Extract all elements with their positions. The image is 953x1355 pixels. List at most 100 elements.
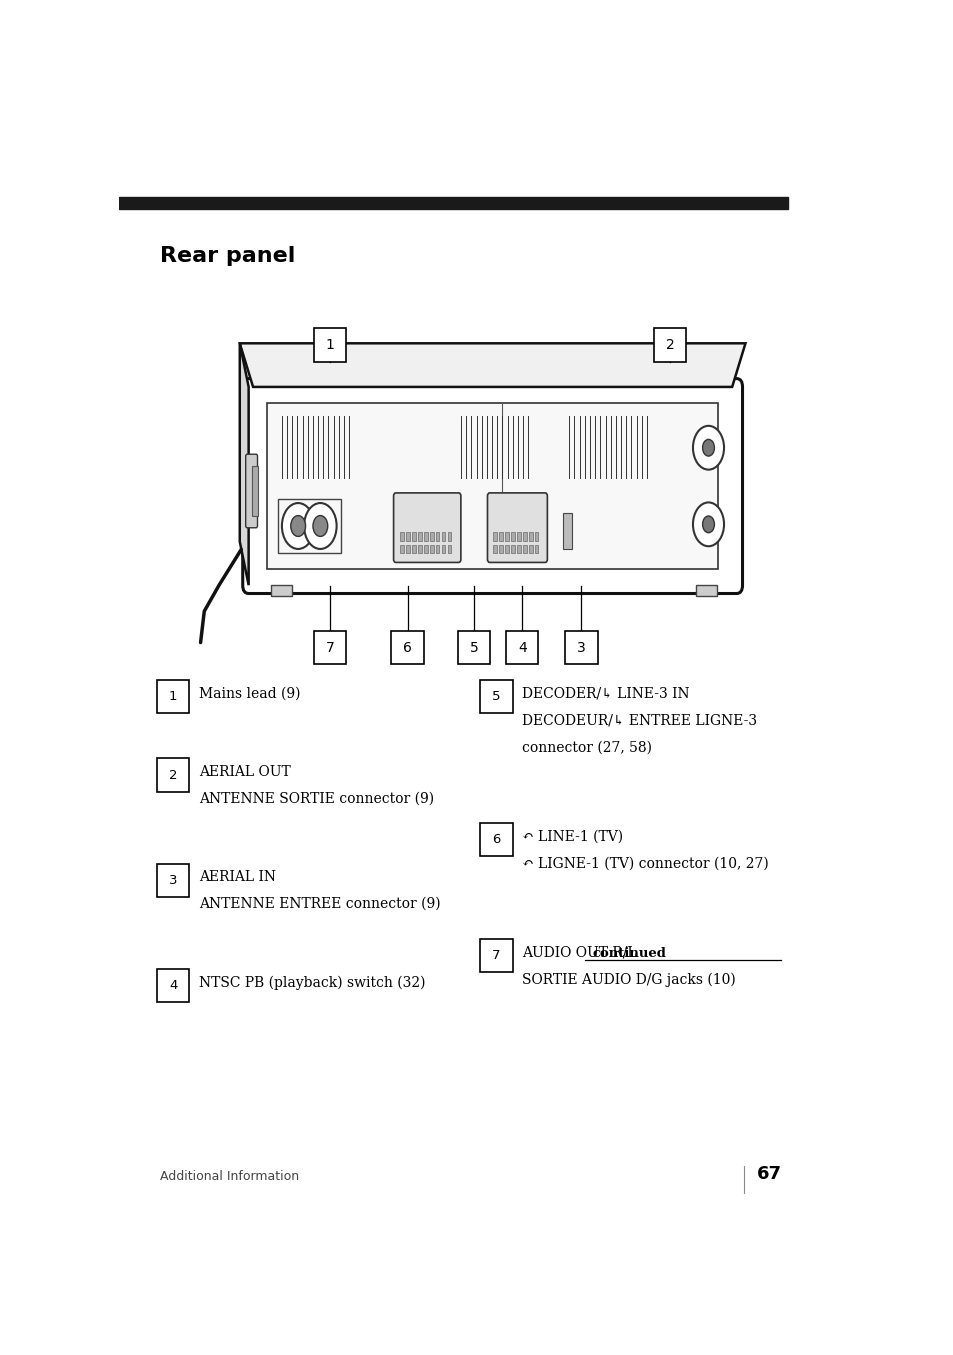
Bar	[278, 500, 341, 553]
Text: 6: 6	[492, 833, 500, 847]
Text: ↶ LIGNE-1 (TV) connector (10, 27): ↶ LIGNE-1 (TV) connector (10, 27)	[521, 856, 768, 870]
Bar	[252, 466, 258, 516]
Text: continued: continued	[592, 947, 665, 961]
Bar	[423, 533, 427, 541]
FancyBboxPatch shape	[246, 454, 257, 528]
Text: Additional Information: Additional Information	[160, 1169, 298, 1183]
Text: 7: 7	[492, 948, 500, 962]
Bar	[479, 939, 512, 973]
Text: Rear panel: Rear panel	[160, 247, 295, 266]
Bar	[511, 533, 515, 541]
Bar	[511, 545, 515, 553]
FancyBboxPatch shape	[487, 493, 547, 562]
Bar	[391, 631, 423, 664]
Bar	[157, 863, 190, 897]
Circle shape	[701, 439, 714, 457]
Bar	[505, 631, 537, 664]
Bar	[157, 680, 190, 714]
Text: 5: 5	[469, 641, 478, 654]
Bar	[493, 545, 497, 553]
Bar	[517, 533, 520, 541]
Bar	[505, 533, 508, 541]
Bar	[441, 545, 445, 553]
Text: 4: 4	[169, 980, 177, 992]
Bar	[400, 545, 403, 553]
Bar	[412, 533, 416, 541]
Bar	[517, 545, 520, 553]
Bar	[695, 585, 716, 596]
Text: 67: 67	[756, 1165, 781, 1183]
Bar	[522, 533, 526, 541]
Circle shape	[701, 516, 714, 533]
Text: 3: 3	[169, 874, 177, 888]
Bar	[314, 631, 346, 664]
Text: connector (27, 58): connector (27, 58)	[521, 741, 652, 755]
Text: DECODEUR/↳ ENTREE LIGNE-3: DECODEUR/↳ ENTREE LIGNE-3	[521, 714, 757, 728]
Text: Mains lead (9): Mains lead (9)	[199, 687, 300, 701]
Bar	[447, 533, 451, 541]
Bar	[119, 196, 787, 209]
Bar	[412, 545, 416, 553]
Bar	[267, 402, 718, 569]
Bar	[498, 533, 502, 541]
Bar	[314, 328, 346, 362]
Text: AUDIO OUT R/L: AUDIO OUT R/L	[521, 946, 637, 959]
Bar	[493, 533, 497, 541]
Text: 2: 2	[169, 768, 177, 782]
Text: NTSC PB (playback) switch (32): NTSC PB (playback) switch (32)	[199, 976, 425, 989]
Polygon shape	[239, 343, 249, 585]
Bar	[157, 969, 190, 1003]
Bar	[271, 585, 292, 596]
Bar	[505, 545, 508, 553]
Bar	[528, 545, 532, 553]
Bar	[441, 533, 445, 541]
Bar	[436, 545, 439, 553]
Text: 1: 1	[169, 690, 177, 703]
Polygon shape	[239, 343, 744, 388]
Text: 6: 6	[403, 641, 412, 654]
Bar	[479, 822, 512, 856]
Text: 1: 1	[325, 339, 335, 352]
Text: ANTENNE SORTIE connector (9): ANTENNE SORTIE connector (9)	[199, 791, 434, 806]
Circle shape	[692, 425, 723, 470]
Bar	[430, 545, 433, 553]
FancyBboxPatch shape	[394, 493, 460, 562]
Bar	[457, 631, 490, 664]
Text: 5: 5	[492, 690, 500, 703]
Bar	[417, 545, 421, 553]
Bar	[406, 545, 410, 553]
Bar	[528, 533, 532, 541]
Text: SORTIE AUDIO D/G jacks (10): SORTIE AUDIO D/G jacks (10)	[521, 973, 735, 986]
Text: AERIAL OUT: AERIAL OUT	[199, 764, 291, 779]
Bar	[400, 533, 403, 541]
FancyBboxPatch shape	[242, 378, 741, 593]
Text: 3: 3	[577, 641, 585, 654]
Bar	[157, 759, 190, 791]
Bar	[653, 328, 685, 362]
Bar	[535, 533, 537, 541]
Bar	[564, 631, 597, 664]
Circle shape	[692, 503, 723, 546]
Text: 4: 4	[517, 641, 526, 654]
Bar	[430, 533, 433, 541]
Bar	[498, 545, 502, 553]
Bar	[417, 533, 421, 541]
Bar	[562, 512, 571, 549]
Bar	[479, 680, 512, 714]
Bar	[406, 533, 410, 541]
Text: AERIAL IN: AERIAL IN	[199, 870, 275, 883]
Text: ANTENNE ENTREE connector (9): ANTENNE ENTREE connector (9)	[199, 897, 440, 911]
Text: 7: 7	[325, 641, 334, 654]
Circle shape	[281, 503, 314, 549]
Text: 2: 2	[665, 339, 674, 352]
Bar	[535, 545, 537, 553]
Circle shape	[291, 515, 305, 537]
Bar	[423, 545, 427, 553]
Text: ↶ LINE-1 (TV): ↶ LINE-1 (TV)	[521, 829, 622, 843]
Bar	[447, 545, 451, 553]
Circle shape	[313, 515, 328, 537]
Bar	[436, 533, 439, 541]
Text: DECODER/↳ LINE-3 IN: DECODER/↳ LINE-3 IN	[521, 687, 689, 701]
Bar	[522, 545, 526, 553]
Circle shape	[304, 503, 336, 549]
